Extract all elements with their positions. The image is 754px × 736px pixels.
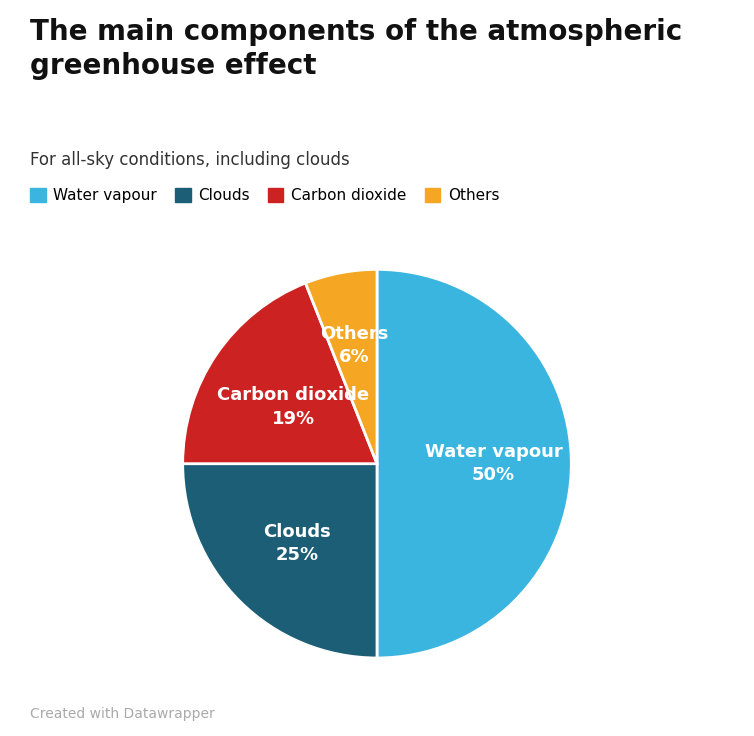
Text: The main components of the atmospheric
greenhouse effect: The main components of the atmospheric g…: [30, 18, 682, 80]
Text: Others
6%: Others 6%: [320, 325, 388, 366]
Wedge shape: [182, 464, 377, 658]
Text: Clouds
25%: Clouds 25%: [263, 523, 331, 565]
Text: Carbon dioxide
19%: Carbon dioxide 19%: [217, 386, 369, 428]
Wedge shape: [182, 283, 377, 464]
Text: For all-sky conditions, including clouds: For all-sky conditions, including clouds: [30, 151, 350, 169]
Wedge shape: [377, 269, 572, 658]
Text: Water vapour
50%: Water vapour 50%: [425, 443, 562, 484]
Text: Created with Datawrapper: Created with Datawrapper: [30, 707, 215, 721]
Wedge shape: [305, 269, 377, 464]
Legend: Water vapour, Clouds, Carbon dioxide, Others: Water vapour, Clouds, Carbon dioxide, Ot…: [30, 188, 499, 203]
